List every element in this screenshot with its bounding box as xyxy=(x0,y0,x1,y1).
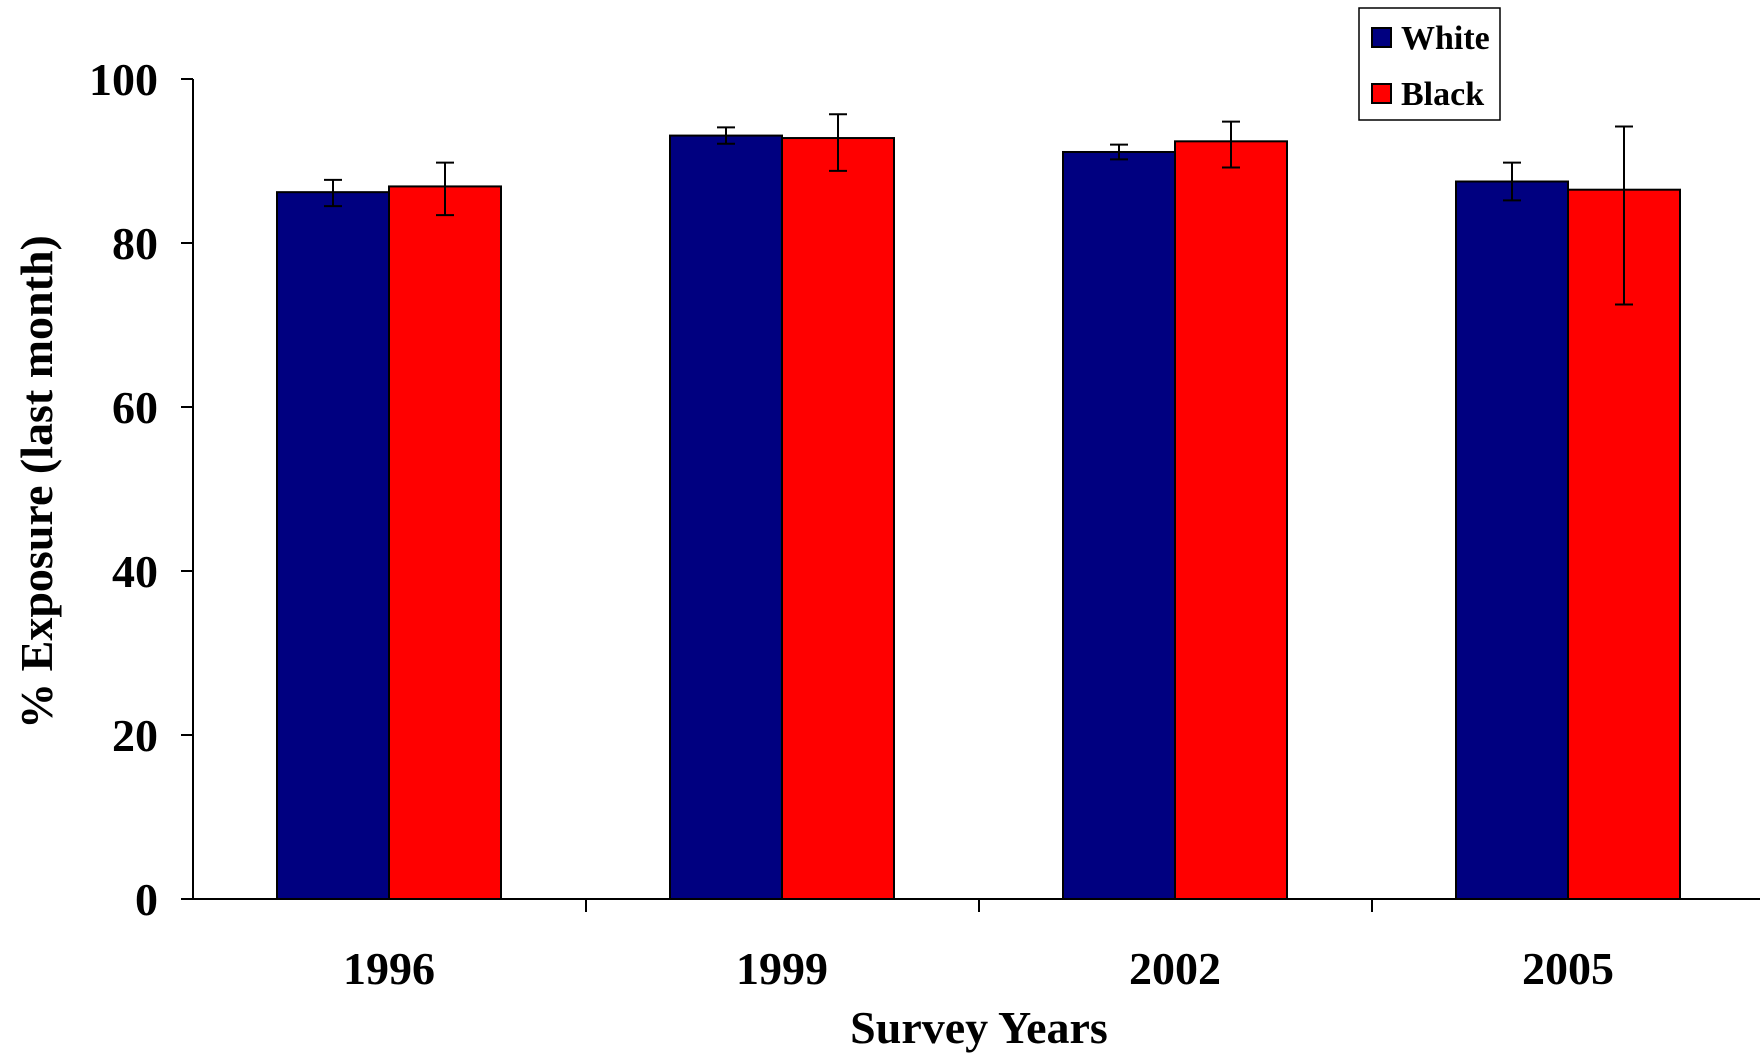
bar-white-2002 xyxy=(1062,150,1176,901)
x-tick-label-1999: 1999 xyxy=(736,943,828,994)
legend-label-black: Black xyxy=(1401,76,1484,113)
bar-black-1996 xyxy=(388,185,502,901)
legend-swatch-black xyxy=(1371,83,1392,104)
x-axis-title: Survey Years xyxy=(850,1002,1108,1053)
legend-label-white: White xyxy=(1401,20,1490,57)
bar-white-1996 xyxy=(276,191,390,901)
legend-swatch-white xyxy=(1371,27,1392,48)
bar-black-2002 xyxy=(1174,140,1288,900)
y-tick-label-60: 60 xyxy=(112,382,158,433)
bar-black-2005 xyxy=(1567,188,1681,900)
y-tick-label-100: 100 xyxy=(89,54,158,105)
y-axis-title: % Exposure (last month) xyxy=(11,235,62,729)
x-tick-label-1996: 1996 xyxy=(343,943,435,994)
x-tick-label-2005: 2005 xyxy=(1522,943,1614,994)
x-tick-label-2002: 2002 xyxy=(1129,943,1221,994)
y-tick-label-20: 20 xyxy=(112,710,158,761)
y-tick-label-40: 40 xyxy=(112,546,158,597)
bar-white-1999 xyxy=(669,134,783,900)
bar-black-1999 xyxy=(781,137,895,901)
y-tick-label-0: 0 xyxy=(135,874,158,925)
bar-white-2005 xyxy=(1455,180,1569,900)
y-tick-label-80: 80 xyxy=(112,218,158,269)
